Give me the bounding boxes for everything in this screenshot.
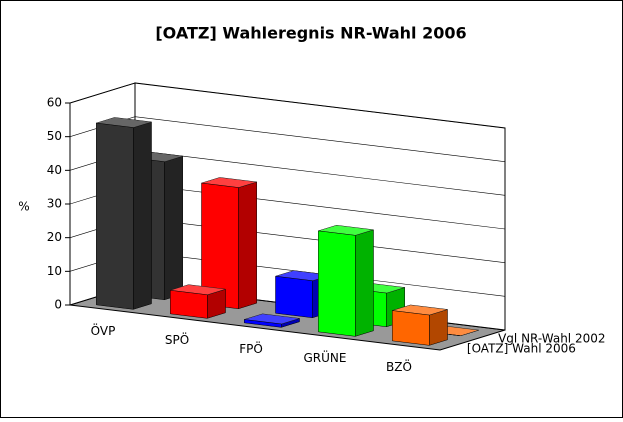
bar: [244, 313, 300, 328]
bar-top-light: [392, 304, 448, 316]
bar-top-light: [170, 284, 226, 295]
bar-side-shade: [133, 121, 152, 310]
bar-side-shade: [238, 181, 257, 309]
chart-title: [OATZ] Wahleregnis NR-Wahl 2006: [155, 24, 466, 43]
bar-side-shade: [207, 289, 226, 319]
bar-top-light: [201, 177, 257, 188]
bar: [318, 224, 374, 337]
bar-front: [201, 182, 239, 310]
bar-front: [275, 275, 313, 319]
x-tick-label: FPÖ: [239, 340, 263, 356]
x-tick-label: BZÖ: [386, 358, 412, 374]
y-tick-label: 60: [47, 96, 62, 110]
bar-side-shade: [164, 156, 183, 300]
y-tick-label: 30: [47, 197, 62, 211]
bar-side-shade: [281, 318, 300, 328]
bar-front: [318, 230, 356, 337]
y-tick-label: 0: [54, 298, 62, 312]
y-tick-label: 20: [47, 230, 62, 244]
bar-front: [170, 290, 208, 319]
bar: [170, 284, 226, 319]
bar-front: [244, 319, 282, 328]
x-tick-label: ÖVP: [91, 322, 116, 338]
y-tick-label: 40: [47, 163, 62, 177]
y-tick-label: 10: [47, 264, 62, 278]
bar-side-shade: [355, 229, 374, 337]
grid-line: [69, 116, 506, 162]
y-tick-label: 50: [47, 129, 62, 143]
bar: [392, 304, 448, 346]
bar: [201, 177, 257, 310]
bar-top-light: [96, 117, 152, 128]
bar-top-light: [275, 270, 331, 281]
bar-front: [392, 310, 430, 346]
bar: [96, 117, 152, 310]
y-axis-label: %: [18, 200, 29, 214]
series-label: Vgl NR-Wahl 2002: [498, 332, 605, 346]
grid-line: [69, 82, 506, 129]
x-tick-label: SPÖ: [165, 331, 189, 347]
bar-top-light: [318, 225, 374, 236]
bar-top-light: [244, 313, 300, 324]
bar-front: [96, 122, 134, 310]
bar-side-shade: [429, 309, 448, 346]
series-label: [OATZ] Wahl 2006: [467, 341, 576, 355]
x-tick-label: GRÜNE: [304, 349, 347, 365]
